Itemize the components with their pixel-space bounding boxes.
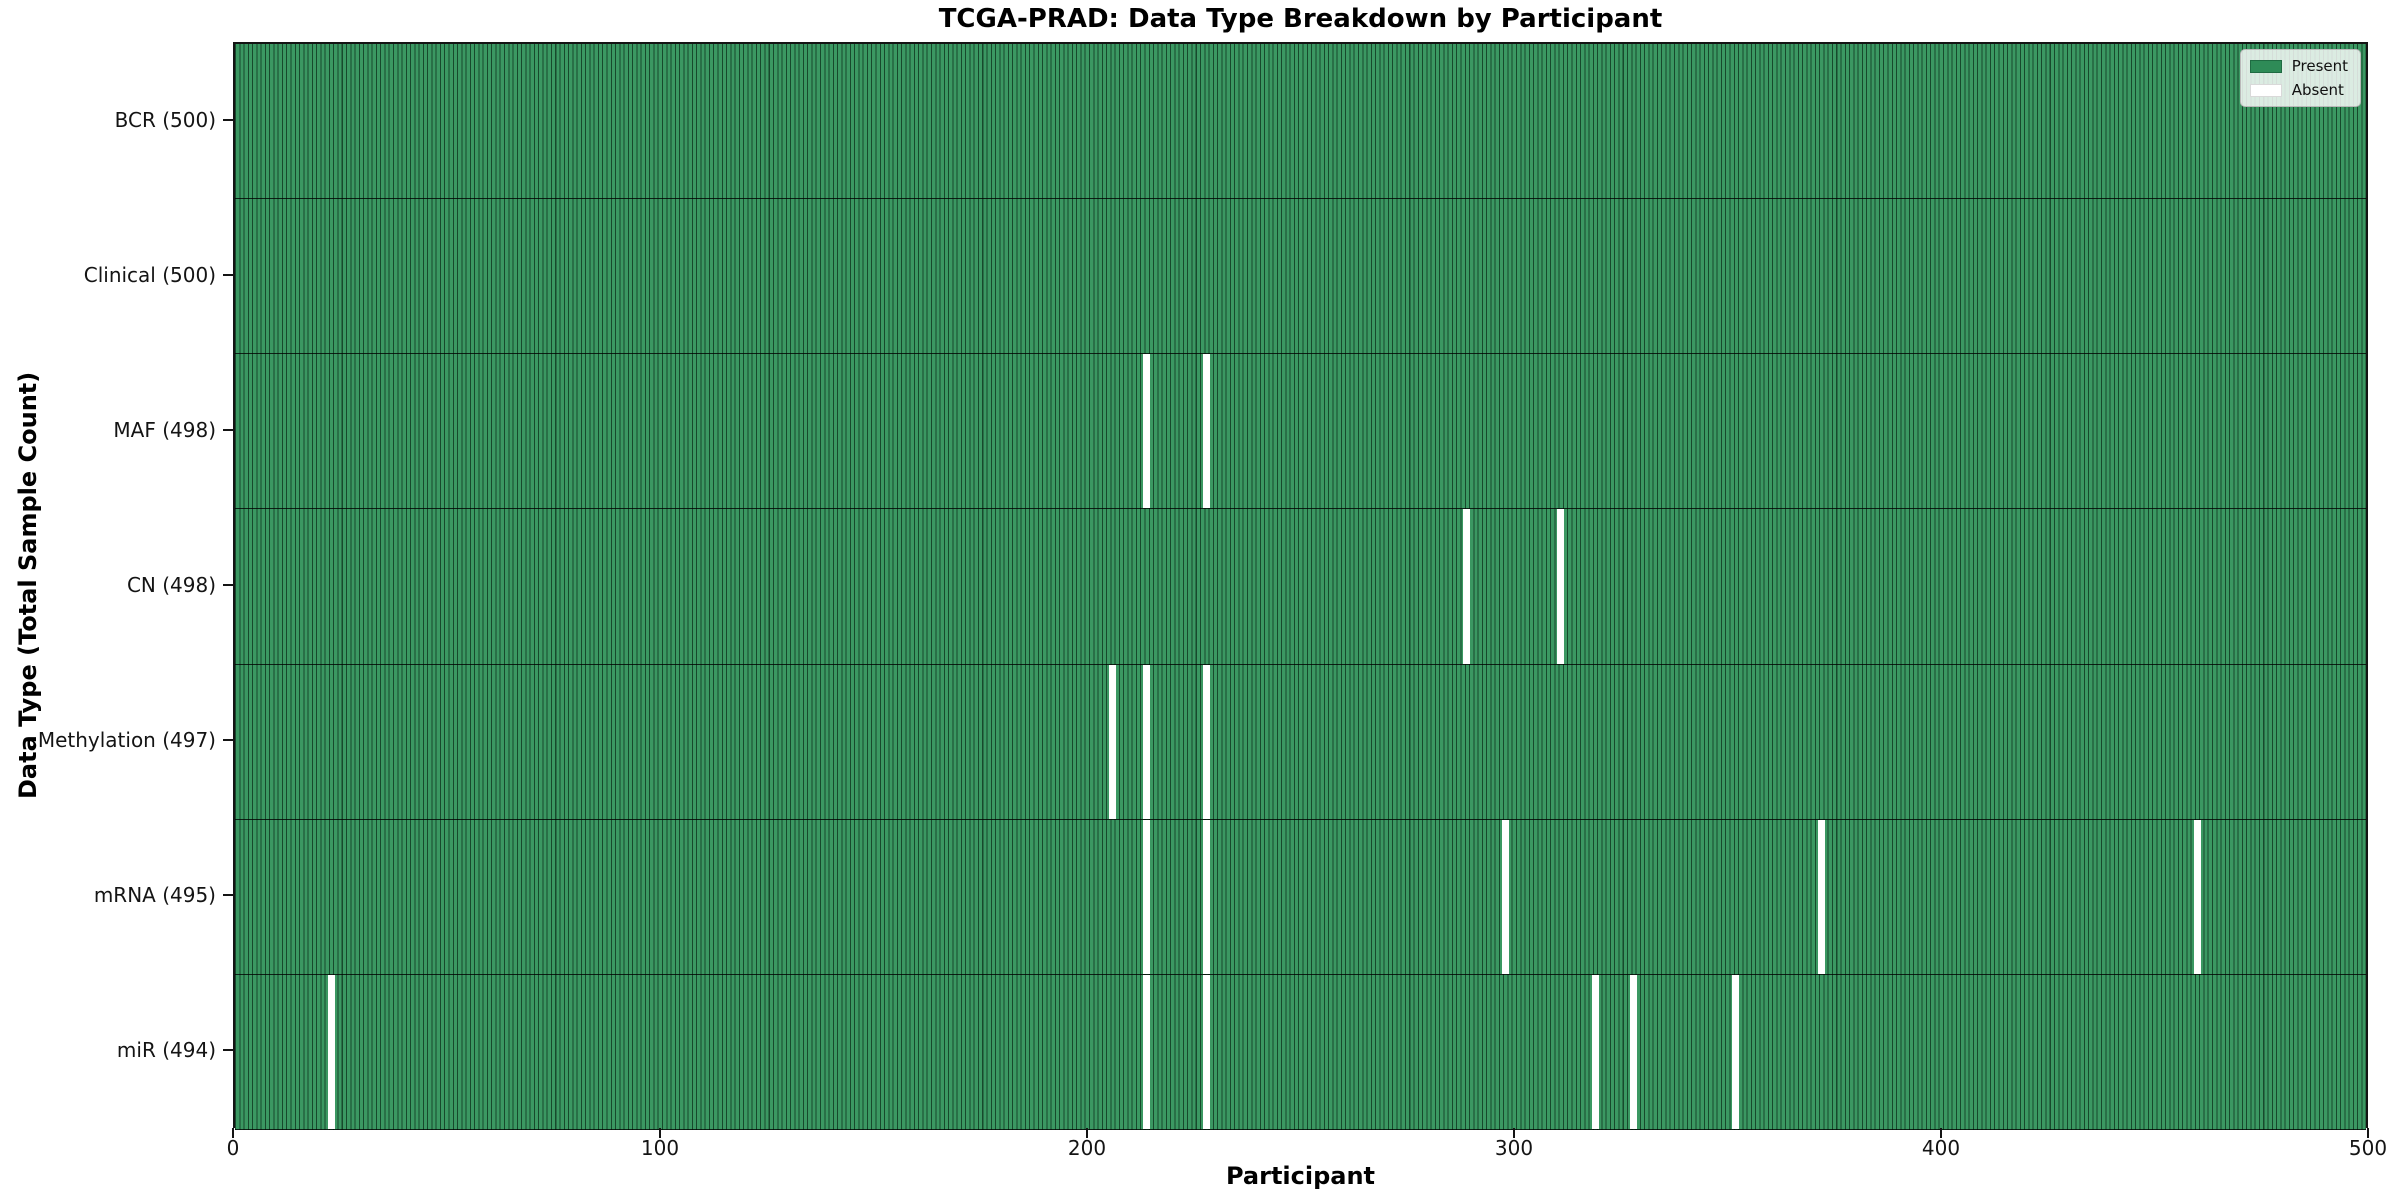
- absent-marker-mir-351: [1732, 974, 1740, 1129]
- y-tick-label-cn: CN (498): [126, 573, 216, 597]
- heatmap-row-bcr: [235, 44, 2366, 200]
- plot-area: Present Absent: [233, 42, 2368, 1130]
- x-axis-label: Participant: [1225, 1162, 1376, 1190]
- absent-marker-maf-213: [1143, 354, 1151, 509]
- legend-swatch-absent: [2249, 83, 2282, 97]
- x-tick-300: [1513, 1128, 1515, 1138]
- legend: Present Absent: [2239, 49, 2361, 107]
- heatmap-row-mir: [235, 974, 2366, 1130]
- x-tick-label-400: 400: [1921, 1136, 1961, 1160]
- absent-marker-cn-310: [1557, 509, 1565, 664]
- x-tick-label-300: 300: [1494, 1136, 1534, 1160]
- y-tick-cn: [223, 584, 233, 586]
- absent-marker-mrna-459: [2193, 819, 2201, 974]
- y-tick-label-clinical: Clinical (500): [83, 262, 216, 287]
- y-tick-label-maf: MAF (498): [113, 417, 216, 442]
- heatmap-row-methylation: [235, 664, 2366, 820]
- x-tick-0: [232, 1128, 234, 1138]
- chart-title: TCGA-PRAD: Data Type Breakdown by Partic…: [938, 4, 1663, 34]
- legend-swatch-present: [2249, 59, 2282, 73]
- x-tick-label-100: 100: [640, 1136, 680, 1160]
- absent-marker-cn-288: [1463, 509, 1471, 664]
- absent-marker-methylation-205: [1109, 664, 1117, 819]
- absent-marker-mrna-227: [1202, 819, 1210, 974]
- absent-marker-mrna-213: [1143, 819, 1151, 974]
- x-tick-label-0: 0: [226, 1136, 240, 1160]
- absent-marker-mrna-297: [1501, 819, 1509, 974]
- legend-label-present: Present: [2291, 57, 2348, 75]
- y-tick-label-bcr: BCR (500): [114, 107, 216, 132]
- x-tick-500: [2367, 1128, 2369, 1138]
- absent-marker-methylation-213: [1143, 664, 1151, 819]
- x-tick-label-200: 200: [1067, 1136, 1107, 1160]
- absent-marker-mir-318: [1591, 974, 1599, 1129]
- absent-marker-mir-22: [327, 974, 335, 1129]
- y-tick-methylation: [223, 739, 233, 742]
- y-tick-maf: [223, 428, 233, 431]
- y-tick-clinical: [223, 273, 233, 276]
- heatmap-row-cn: [235, 509, 2366, 665]
- heatmap-row-clinical: [235, 199, 2366, 355]
- legend-entry-absent: Absent: [2249, 81, 2348, 99]
- heatmap-row-maf: [235, 354, 2366, 510]
- x-tick-200: [1086, 1128, 1088, 1138]
- x-tick-400: [1940, 1128, 1942, 1138]
- legend-entry-present: Present: [2249, 57, 2348, 75]
- absent-marker-mir-227: [1202, 974, 1210, 1129]
- y-tick-bcr: [223, 118, 233, 121]
- absent-marker-mir-327: [1629, 974, 1637, 1129]
- y-tick-label-mrna: mRNA (495): [93, 883, 216, 908]
- heatmap-row-mrna: [235, 819, 2366, 975]
- absent-marker-maf-227: [1202, 354, 1210, 509]
- legend-label-absent: Absent: [2291, 81, 2344, 99]
- x-tick-100: [659, 1128, 661, 1138]
- x-tick-label-500: 500: [2348, 1136, 2388, 1160]
- y-tick-label-mir: miR (494): [116, 1038, 216, 1063]
- absent-marker-mir-213: [1143, 974, 1151, 1129]
- absent-marker-methylation-227: [1202, 664, 1210, 819]
- y-tick-label-methylation: Methylation (497): [37, 728, 216, 753]
- y-tick-mir: [223, 1049, 233, 1052]
- y-tick-mrna: [223, 894, 233, 897]
- absent-marker-mrna-371: [1817, 819, 1825, 974]
